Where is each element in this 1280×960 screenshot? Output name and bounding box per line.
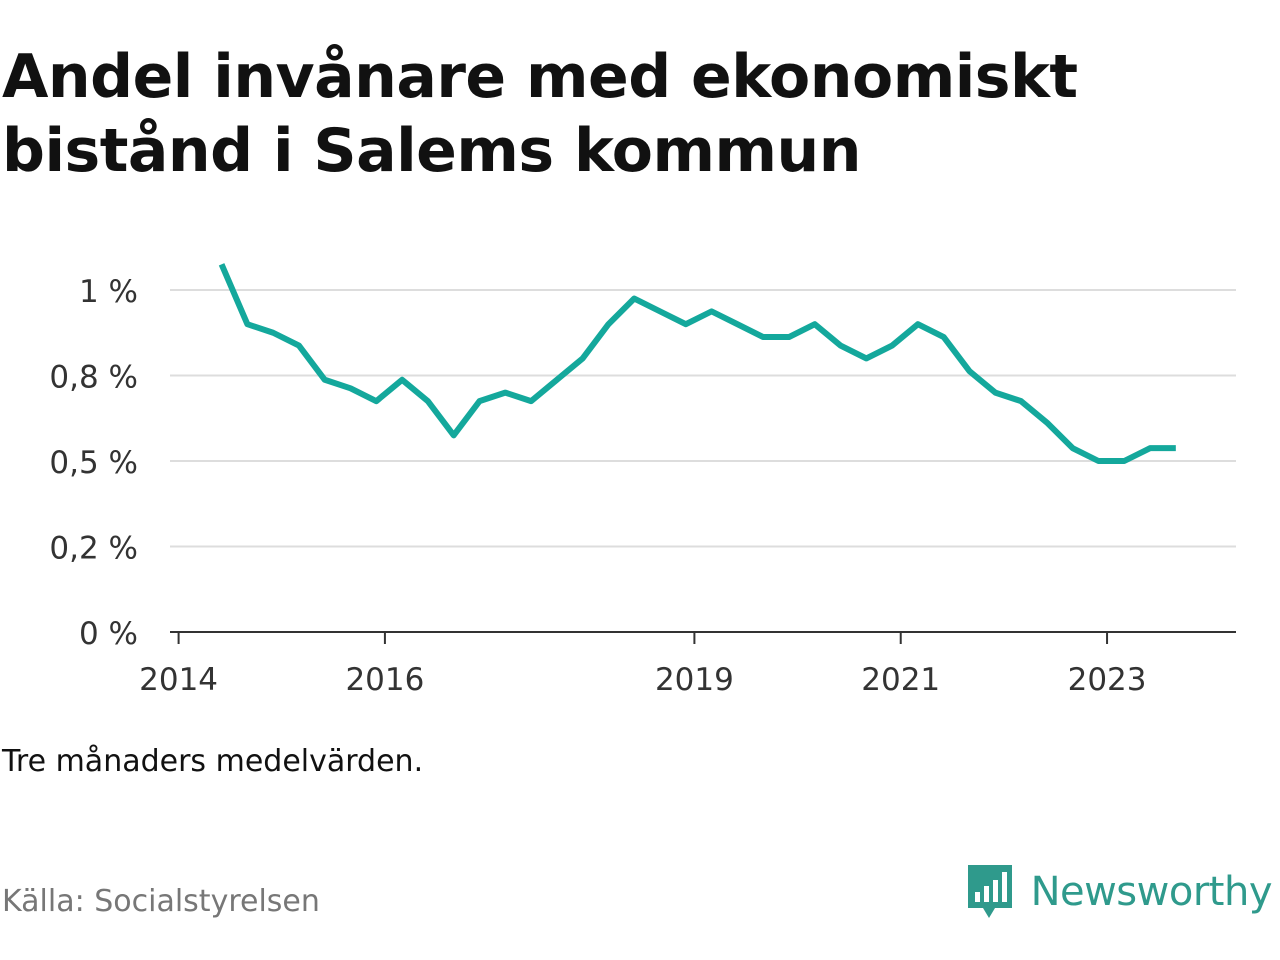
gridlines: [170, 289, 1236, 548]
x-axis: 2014 2016 2019 2021 2023: [139, 631, 1236, 698]
y-tick-label: 0,2 %: [49, 531, 138, 567]
x-tick-label: 2014: [139, 662, 218, 698]
series-line: [218, 263, 1176, 464]
x-tick-label: 2016: [345, 662, 424, 698]
series-layer: [218, 263, 1176, 464]
line-chart: 0 %0,2 %0,5 %0,8 %1 % 2014 2016 2019 2021 20…: [49, 263, 1236, 698]
y-tick-label: 0 %: [79, 616, 138, 652]
x-tick-label: 2021: [861, 662, 940, 698]
brand-name: Newsworthy: [1030, 869, 1273, 915]
y-tick-label: 1 %: [79, 274, 138, 310]
x-tick-label: 2019: [655, 662, 734, 698]
chart-title: Andel invånare med ekonomiskt bistånd i …: [2, 42, 1078, 186]
chart-note: Tre månaders medelvärden.: [2, 744, 424, 779]
y-axis-tick-labels: 0 % 0,2 % 0,5 % 0,8 % 1 %: [49, 274, 138, 652]
x-tick-label: 2023: [1068, 662, 1147, 698]
brand-logo: Newsworthy: [965, 862, 1273, 922]
newsworthy-logo-icon: [967, 865, 1012, 918]
y-tick-label: 0,5 %: [49, 445, 138, 481]
source-label: Källa: Socialstyrelsen: [2, 884, 320, 919]
y-tick-label: 0,8 %: [49, 360, 138, 396]
